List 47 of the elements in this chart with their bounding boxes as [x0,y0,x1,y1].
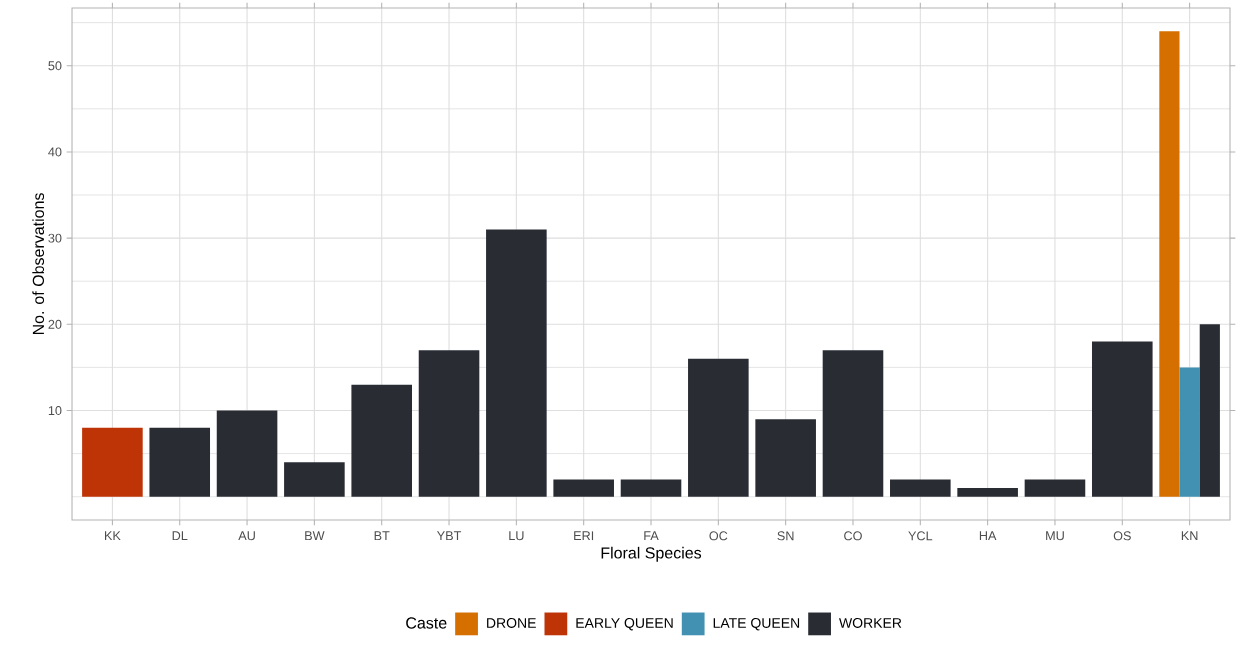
y-tick-label: 50 [48,61,62,71]
bar [82,427,143,497]
bar [149,427,211,497]
bar [418,350,480,497]
y-axis-title: No. of Observations [32,193,45,335]
x-axis-title: Floral Species [601,546,702,562]
x-tick-label: YCL [908,531,933,541]
x-tick-label: DL [172,531,188,541]
bar [957,488,1018,497]
bar [620,479,682,497]
legend-label: LATE QUEEN [713,618,800,631]
legend-label: WORKER [839,618,902,628]
bar [1159,31,1180,497]
x-tick-label: AU [238,531,255,541]
y-tick-label: 30 [48,233,62,243]
y-tick-label: 40 [48,147,62,157]
x-tick-label: HA [979,531,997,541]
x-tick-label: MU [1046,531,1064,541]
x-tick-label: YBT [436,531,462,541]
x-tick-label: LU [509,531,524,541]
x-tick-label: ERI [574,531,594,541]
y-tick-label: 10 [48,406,62,415]
legend-title: Caste [406,617,447,629]
bar [688,358,749,497]
x-tick-label: CO [844,531,862,541]
y-tick-label: 20 [48,319,62,329]
bar [284,462,345,497]
x-tick-label: BT [374,531,390,541]
bar [1024,479,1086,497]
x-tick-label: BW [305,531,325,541]
legend-label: DRONE [487,618,536,628]
legend-label: EARLY QUEEN [576,618,673,631]
bar [216,410,278,497]
x-tick-label: KK [105,531,121,541]
bar [755,419,816,497]
bar [890,479,951,497]
bar [1091,341,1153,497]
bar [351,384,412,497]
x-tick-label: FA [644,531,659,541]
bar [1179,367,1200,497]
x-tick-label: OC [709,531,728,541]
bar [822,350,884,497]
x-tick-label: OS [1113,531,1131,541]
bar [553,479,614,497]
x-tick-label: SN [777,531,794,541]
bar [486,229,547,497]
x-tick-label: KN [1181,531,1198,541]
